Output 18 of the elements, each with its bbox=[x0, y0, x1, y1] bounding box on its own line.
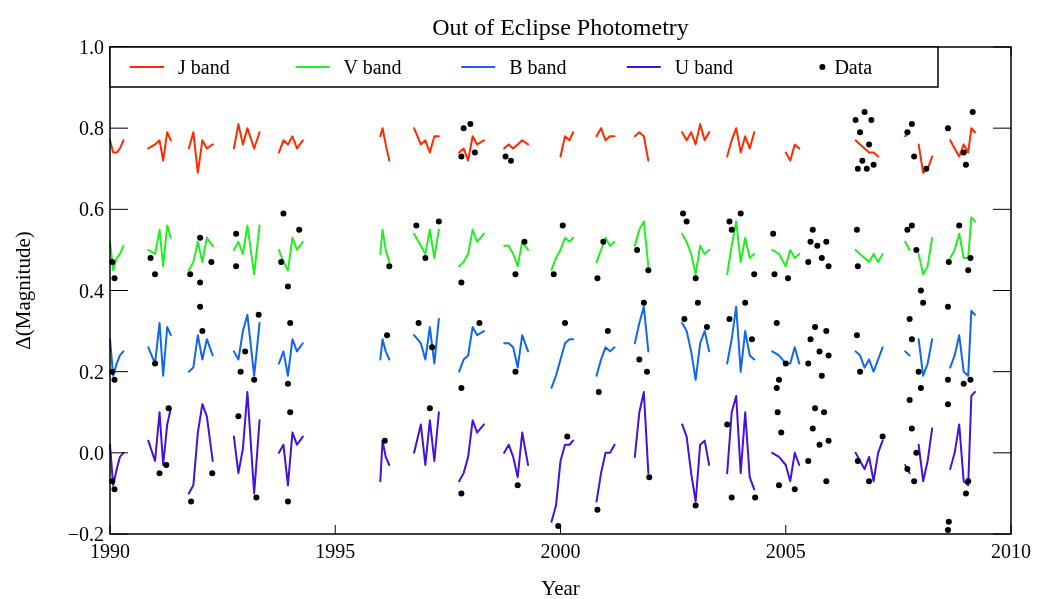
y-tick-label: 0.6 bbox=[79, 198, 104, 221]
y-tick-label: 0.0 bbox=[79, 441, 104, 464]
chart-title: Out of Eclipse Photometry bbox=[432, 14, 689, 40]
legend-label: B band bbox=[509, 56, 567, 78]
y-axis-title: Δ(Magnitude) bbox=[11, 231, 35, 350]
y-tick-label: 1.0 bbox=[79, 36, 104, 58]
y-tick-label: 0.2 bbox=[79, 360, 104, 383]
x-tick-label: 2005 bbox=[765, 540, 806, 562]
y-tick-label: 0.4 bbox=[79, 279, 104, 302]
legend-label: J band bbox=[178, 56, 230, 78]
x-tick-label: 2010 bbox=[991, 540, 1031, 562]
x-tick-label: 1995 bbox=[315, 540, 356, 562]
x-axis-title: Year bbox=[541, 576, 580, 599]
x-tick-label: 2000 bbox=[540, 540, 581, 562]
y-tick-label: 0.8 bbox=[79, 117, 104, 140]
legend-label: U band bbox=[674, 56, 734, 78]
legend-label: V band bbox=[343, 56, 402, 78]
legend-label: Data bbox=[834, 56, 873, 78]
